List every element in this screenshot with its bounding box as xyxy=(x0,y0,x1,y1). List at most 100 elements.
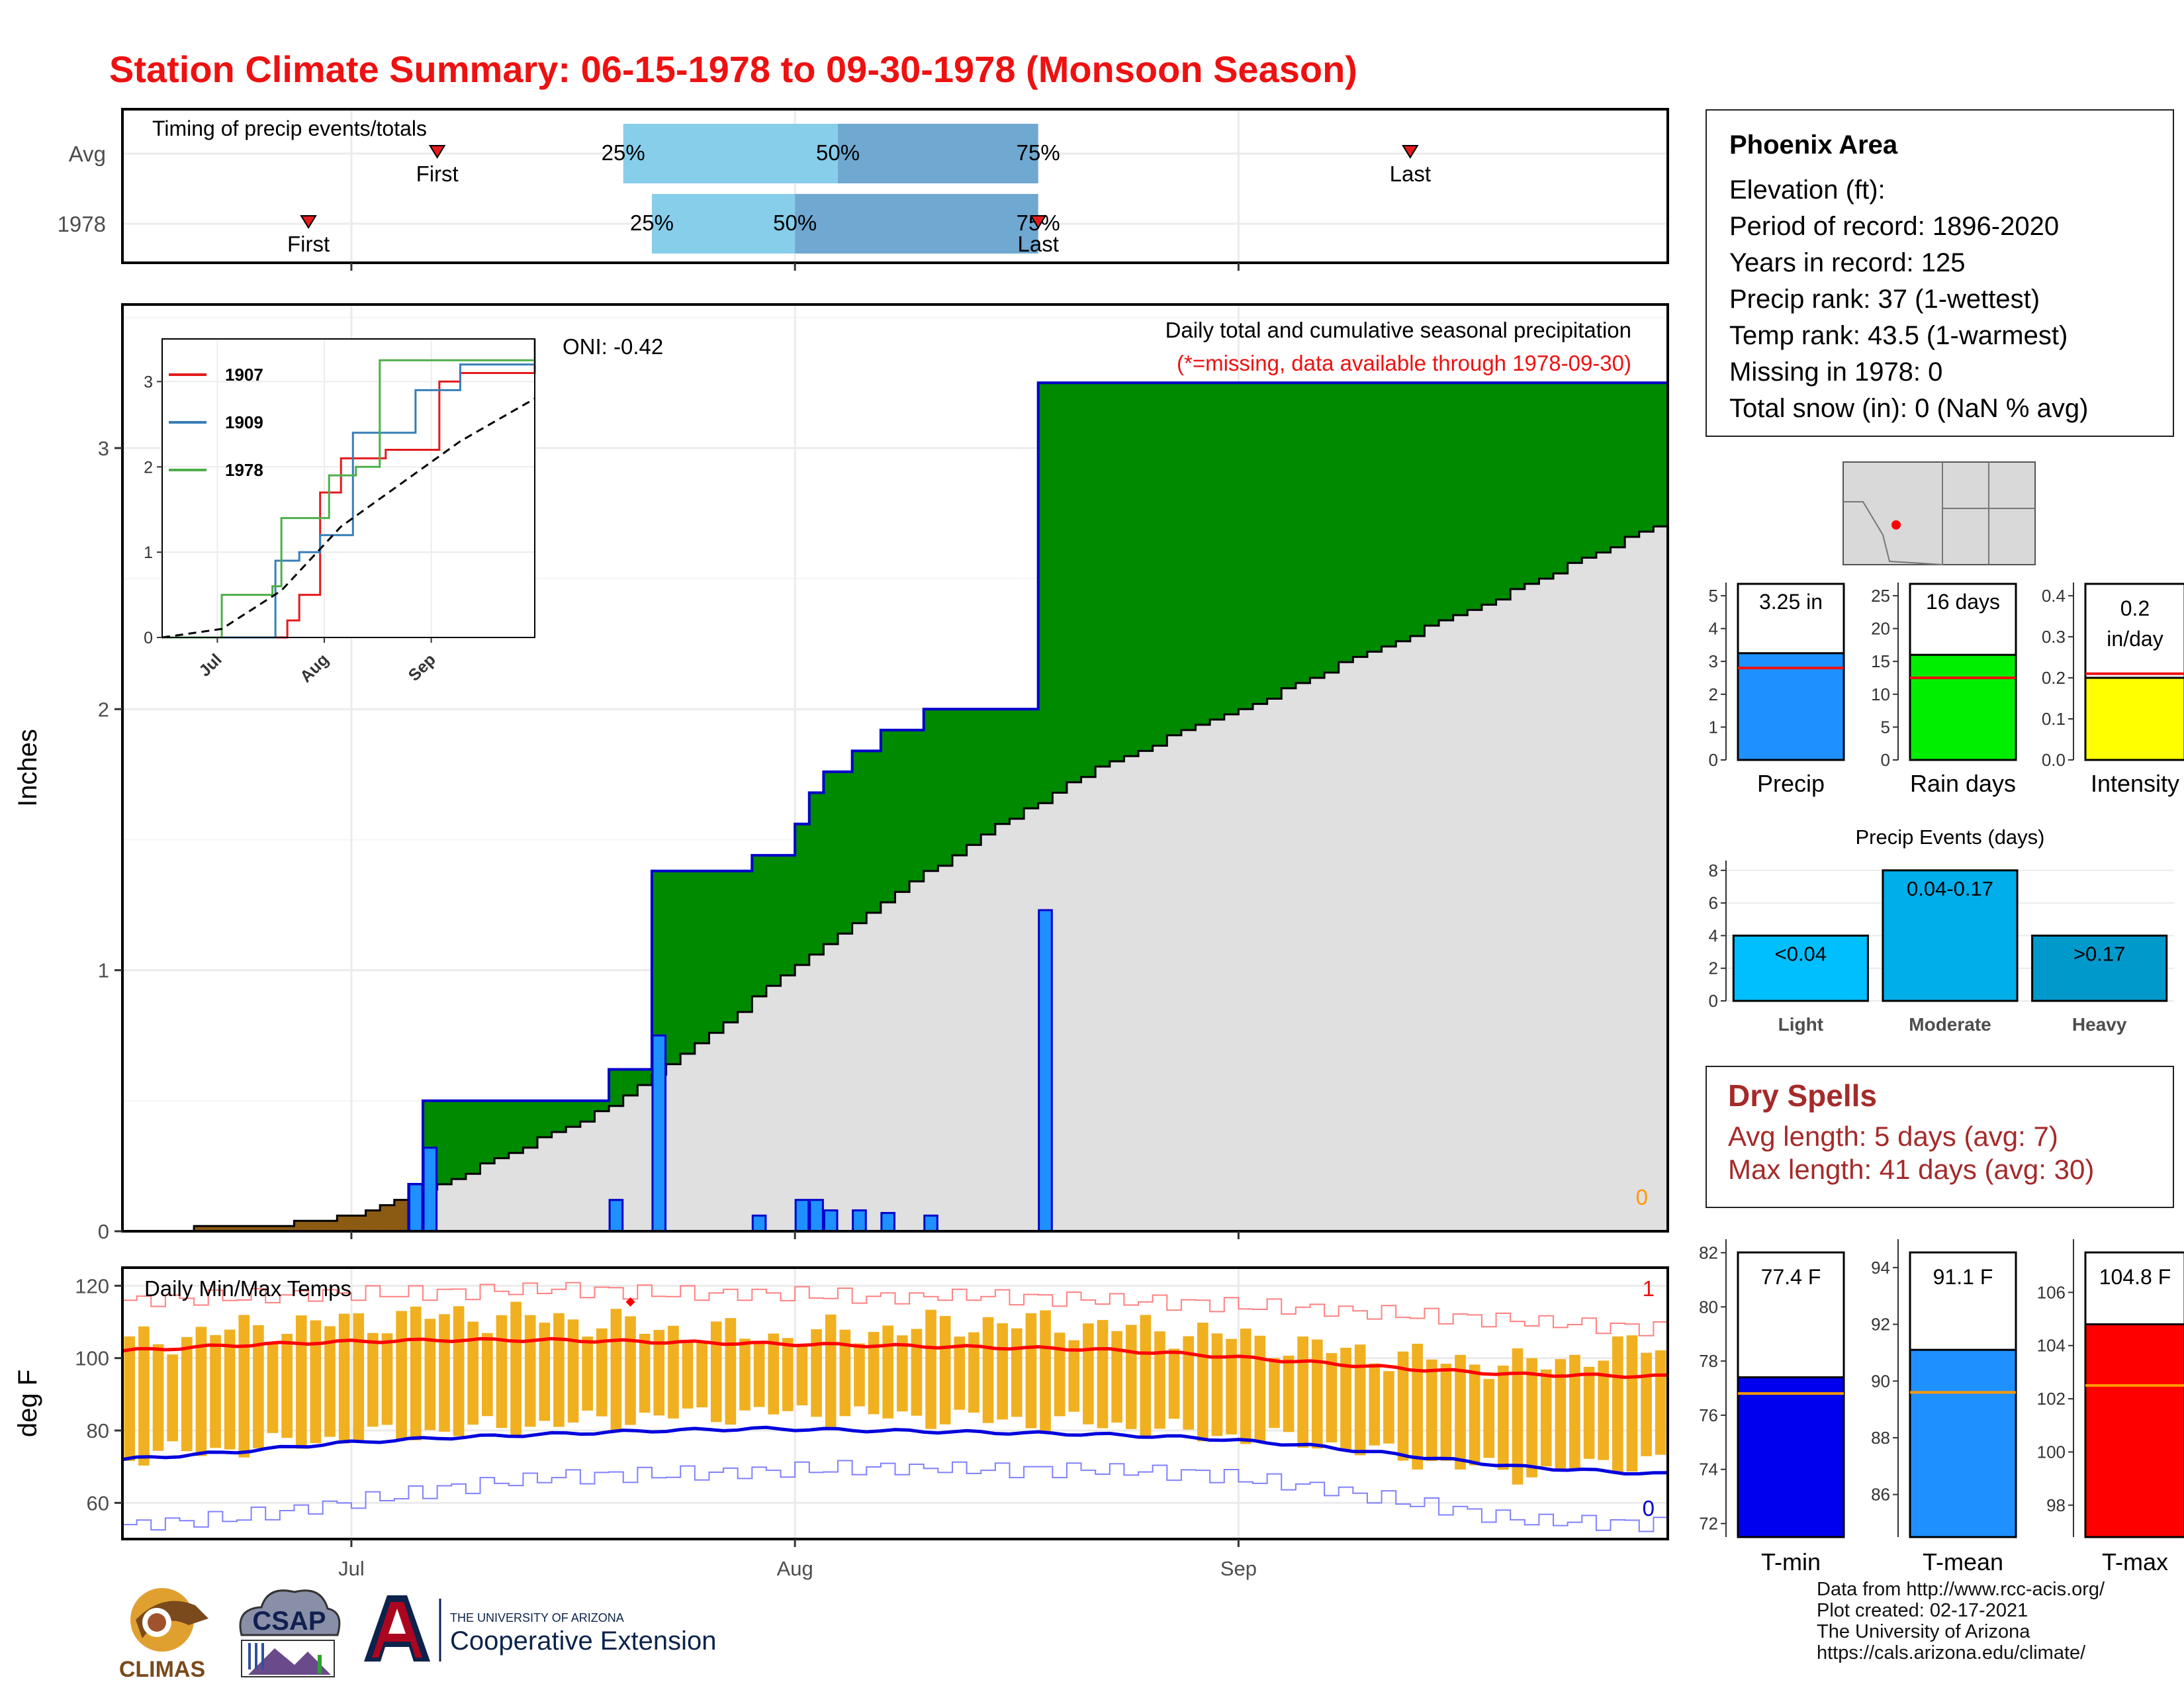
daily-temp-bar xyxy=(1154,1331,1165,1429)
surplus-area xyxy=(680,870,696,1054)
page-title: Station Climate Summary: 06-15-1978 to 0… xyxy=(109,48,1357,90)
surplus-area xyxy=(609,1069,624,1106)
deficit-area xyxy=(394,1199,410,1231)
avg-cumulative-line xyxy=(122,525,1668,1233)
climas-logo-text: CLIMAS xyxy=(119,1657,205,1682)
temp-y-tick: 100 xyxy=(75,1347,109,1370)
temp-title: Daily Min/Max Temps xyxy=(144,1276,351,1301)
mini-y-tick: 10 xyxy=(1871,684,1890,704)
surplus-area xyxy=(938,709,953,866)
timing-label-25: 25% xyxy=(630,211,674,235)
timing-label-25: 25% xyxy=(602,140,645,165)
daily-temp-bar xyxy=(1412,1343,1423,1470)
surplus-area xyxy=(694,870,710,1044)
daily-temp-bar xyxy=(753,1344,765,1407)
events-bar-moderate xyxy=(1882,869,2019,1002)
mini-y-tick: 2 xyxy=(1709,684,1718,704)
surplus-area xyxy=(1553,383,1569,574)
surplus-area xyxy=(895,729,910,892)
station-name: Phoenix Area xyxy=(1729,130,1898,160)
daily-temp-bar xyxy=(238,1315,250,1458)
daily-temp-bar xyxy=(582,1336,593,1411)
temp-bar-label: T-min xyxy=(1761,1548,1821,1575)
surplus-area xyxy=(852,751,867,923)
surplus-area xyxy=(1324,383,1340,673)
surplus-area xyxy=(1639,383,1654,532)
daily-temp-bar xyxy=(782,1338,794,1411)
surplus-area xyxy=(1095,383,1111,767)
temp-x-tick: Aug xyxy=(777,1557,813,1580)
daily-temp-bar xyxy=(1512,1348,1524,1485)
surplus-area xyxy=(752,855,767,997)
record-low-count: 0 xyxy=(1643,1496,1655,1521)
timing-label-last: Last xyxy=(1390,162,1431,186)
daily-temp-bar xyxy=(1283,1355,1295,1432)
daily-temp-bar xyxy=(954,1336,966,1410)
precip-y-tick: 2 xyxy=(98,698,109,721)
daily-temp-bar xyxy=(1569,1354,1580,1471)
temp-bar-label: T-max xyxy=(2102,1548,2168,1575)
daily-temp-bar xyxy=(1068,1340,1080,1412)
timing-label-first: First xyxy=(416,162,459,186)
ua-logo-line1: THE UNIVERSITY OF ARIZONA xyxy=(450,1611,624,1624)
daily-precip-bar xyxy=(422,1147,438,1233)
events-y-tick: 4 xyxy=(1709,925,1718,945)
daily-temp-bar xyxy=(381,1333,393,1425)
timing-panel-border xyxy=(121,108,1669,264)
timing-label-50: 50% xyxy=(816,140,860,165)
daily-precip-bar xyxy=(751,1214,767,1233)
inset-y-tick: 2 xyxy=(144,458,153,477)
daily-temp-bar xyxy=(1655,1350,1666,1455)
daily-precip-bar xyxy=(408,1183,424,1233)
events-bar-heavy xyxy=(2031,934,2168,1002)
footer-line: Plot created: 02-17-2021 xyxy=(1817,1600,2028,1621)
temp-line-record-min xyxy=(122,1460,1668,1532)
inset-border xyxy=(161,338,535,638)
surplus-area xyxy=(451,1100,467,1180)
daily-temp-bar xyxy=(1440,1364,1452,1461)
mini-y-tick: 1 xyxy=(1709,717,1718,737)
deficit-area xyxy=(308,1221,324,1231)
surplus-area xyxy=(809,792,824,955)
daily-temp-bar xyxy=(968,1332,979,1413)
temp-bar-label: T-mean xyxy=(1923,1548,2003,1575)
daily-temp-bar xyxy=(424,1319,436,1430)
mini-bar-value: 0.2 in/day xyxy=(2107,596,2163,651)
daily-temp-bar xyxy=(1555,1359,1567,1471)
daily-temp-bar xyxy=(939,1316,951,1425)
surplus-area xyxy=(1195,383,1210,725)
surplus-area xyxy=(594,1100,610,1111)
csap-logo-text: CSAP xyxy=(252,1607,326,1636)
surplus-area xyxy=(666,870,681,1064)
station-line: Period of record: 1896-2020 xyxy=(1729,212,2060,241)
mini-y-tick: 0 xyxy=(1709,750,1718,770)
events-y-tick: 2 xyxy=(1709,959,1718,978)
daily-temp-bar xyxy=(1197,1323,1208,1442)
surplus-area xyxy=(1253,383,1268,704)
temp-bar-y-tick: 100 xyxy=(2037,1442,2066,1462)
daily-temp-bar xyxy=(1140,1315,1152,1438)
surplus-area xyxy=(1453,383,1468,616)
deficit-area xyxy=(351,1215,367,1231)
deficit-area xyxy=(251,1226,266,1231)
daily-precip-bar xyxy=(651,1034,667,1233)
surplus-area xyxy=(1367,383,1383,652)
daily-temp-bar xyxy=(1240,1329,1251,1444)
daily-temp-bar xyxy=(997,1323,1008,1420)
surplus-area xyxy=(1496,383,1511,600)
events-bar-label: <0.04 xyxy=(1775,942,1827,965)
precip-panel-border xyxy=(121,303,1669,1233)
mini-bar-label: Precip xyxy=(1757,770,1825,797)
surplus-area xyxy=(1109,383,1125,762)
station-line: Precip rank: 37 (1-wettest) xyxy=(1729,285,2040,314)
timing-bar-q25-q50 xyxy=(623,124,839,183)
inset-line-1978 xyxy=(162,359,535,639)
events-y-tick: 8 xyxy=(1709,861,1718,880)
surplus-area xyxy=(766,855,782,986)
surplus-area xyxy=(866,751,882,913)
deficit-area xyxy=(236,1226,252,1231)
daily-temp-bar xyxy=(653,1330,665,1416)
inset-legend-label: 1909 xyxy=(225,412,263,432)
daily-temp-bar xyxy=(1311,1339,1323,1449)
